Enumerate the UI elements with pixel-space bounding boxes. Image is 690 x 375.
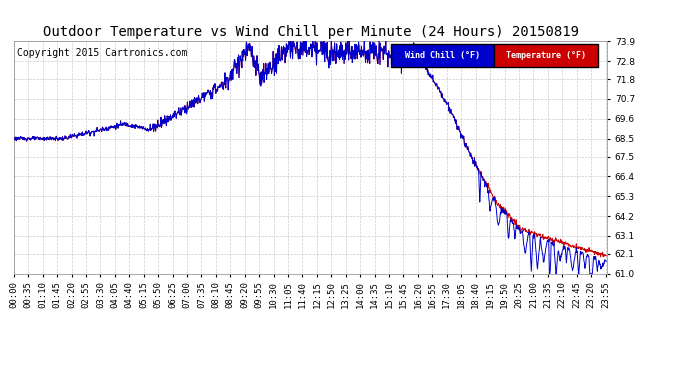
Text: Wind Chill (°F): Wind Chill (°F) [405,51,480,60]
FancyBboxPatch shape [495,44,598,67]
Text: Temperature (°F): Temperature (°F) [506,51,586,60]
Text: Copyright 2015 Cartronics.com: Copyright 2015 Cartronics.com [17,48,187,58]
Title: Outdoor Temperature vs Wind Chill per Minute (24 Hours) 20150819: Outdoor Temperature vs Wind Chill per Mi… [43,25,578,39]
FancyBboxPatch shape [391,44,495,67]
